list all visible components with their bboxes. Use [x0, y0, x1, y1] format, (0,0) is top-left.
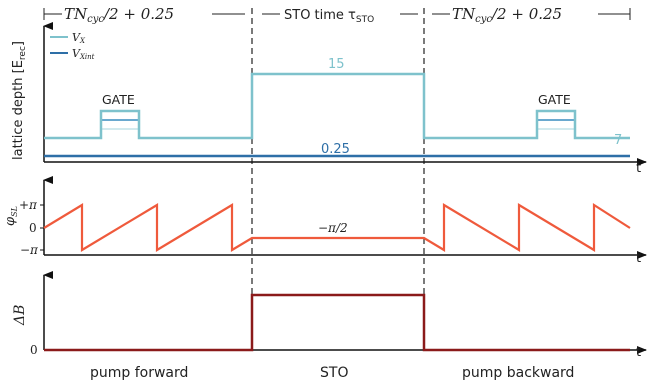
footer-sto: STO: [320, 365, 348, 381]
panel-lattice: t lattice depth [Erec] VX VXint GATE GAT…: [11, 22, 647, 176]
phase-sto-value: −π/2: [318, 221, 348, 235]
phase-trace: [43, 202, 631, 252]
phase-t-label: t: [636, 251, 641, 266]
phase-tick-minus-pi: −π: [20, 243, 39, 257]
vx-trace: [44, 72, 630, 140]
field-ylabel: ΔB: [12, 305, 28, 326]
field-trace: [44, 293, 630, 352]
gate-right-label: GATE: [538, 92, 571, 107]
field-t-label: t: [636, 345, 641, 360]
header-left-label: TNcyc/2 + 0.25: [64, 5, 174, 25]
panel-field: t 0 ΔB: [12, 271, 647, 360]
legend-vxint-label: VXint: [72, 47, 95, 61]
header-right-label: TNcyc/2 + 0.25: [452, 5, 562, 25]
lattice-ylabel: lattice depth [Erec]: [11, 41, 28, 160]
base-depth-value: 7: [614, 133, 622, 148]
legend-vx-label: VX: [72, 31, 86, 45]
field-zero-tick: 0: [30, 343, 38, 357]
gate-right-bars: [537, 119, 575, 130]
gate-left-label: GATE: [102, 92, 135, 107]
header: TNcyc/2 + 0.25 STO time τSTO TNcyc/2 + 0…: [43, 5, 631, 25]
footer-pump-backward: pump backward: [462, 365, 574, 381]
phase-ylabel: φSL: [3, 206, 19, 226]
footer-pump-forward: pump forward: [90, 365, 188, 381]
sto-depth-value: 15: [328, 57, 345, 72]
phase-tick-plus-pi: +π: [19, 198, 38, 212]
xint-value: 0.25: [321, 142, 350, 157]
header-middle-label: STO time τSTO: [284, 8, 374, 25]
panel-phase: t +π 0 −π φSL −π/2: [3, 176, 647, 266]
lattice-t-label: t: [636, 161, 641, 176]
gate-left-bars: [101, 119, 139, 130]
phase-tick-zero: 0: [29, 221, 37, 235]
